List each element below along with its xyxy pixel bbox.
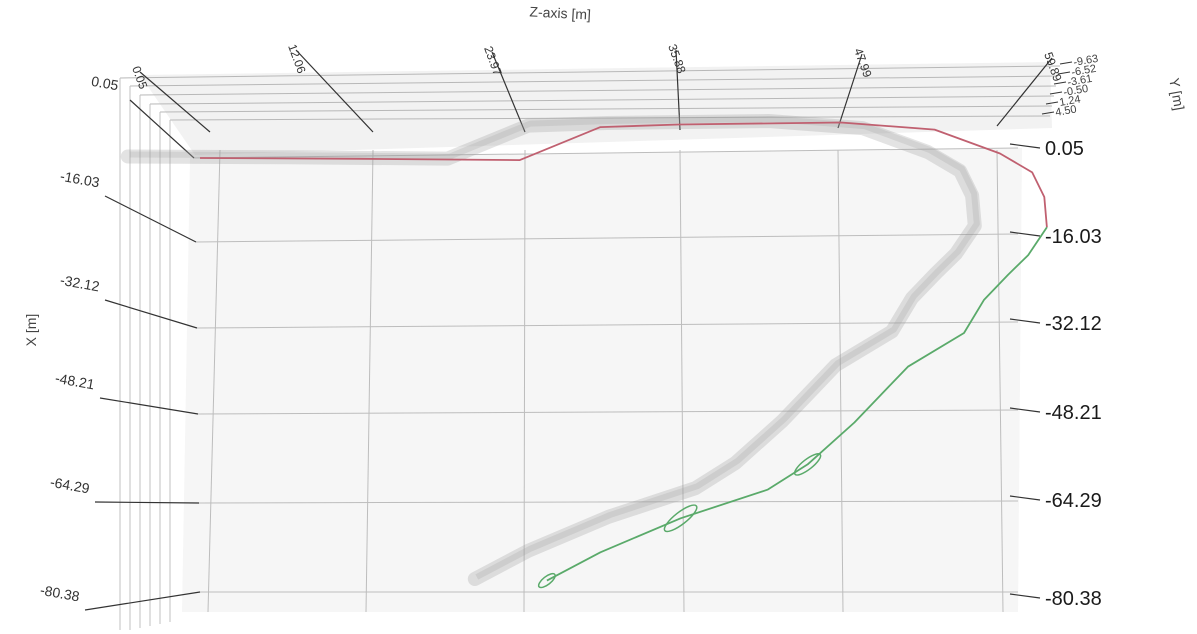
- z-tick-line: [837, 53, 863, 129]
- z-tick-line: [996, 57, 1053, 127]
- x-tick-label-left: 0.05: [90, 73, 120, 94]
- x-tick-line-right: [1009, 593, 1041, 599]
- x-tick-line-left: [129, 99, 195, 159]
- y-tick-label: -6.52: [1070, 63, 1097, 79]
- y-tick-line: [1041, 111, 1055, 115]
- x-tick-label-left: -80.38: [39, 582, 81, 605]
- uncertainty-ellipse: [793, 453, 822, 476]
- y-tick-line: [1049, 91, 1063, 95]
- x-tick-label-left: -32.12: [59, 272, 101, 295]
- y-tick-label: -9.63: [1072, 53, 1099, 69]
- z-tick-line: [139, 71, 211, 133]
- x-tick-line-right: [1009, 231, 1041, 237]
- depth-gridline: [149, 95, 1055, 105]
- x-tick-line-right: [1009, 318, 1041, 324]
- z-gridline: [207, 149, 221, 613]
- depth-gridline: [119, 65, 1061, 79]
- x-tick-label-right: 0.05: [1045, 138, 1084, 160]
- x-tick-label-left: -16.03: [59, 168, 101, 191]
- x-gridline: [195, 233, 1019, 243]
- z-tick-line: [295, 49, 374, 133]
- x-gridline: [193, 147, 1019, 159]
- x-tick-line-left: [104, 299, 198, 329]
- depth-gridline: [129, 75, 1059, 87]
- z-gridline: [523, 149, 526, 613]
- x-gridline: [196, 321, 1019, 329]
- z-gridline: [996, 149, 1004, 613]
- y-tick-label: -3.61: [1066, 73, 1093, 89]
- x-tick-line-left: [94, 501, 200, 504]
- x-tick-line-left: [84, 591, 201, 611]
- depth-gridline: [159, 105, 1053, 113]
- y-tick-label: -0.50: [1062, 83, 1089, 99]
- depth-gridline: [169, 115, 1051, 121]
- uncertainty-ellipse: [537, 572, 556, 589]
- shadow-layer: [120, 114, 982, 586]
- z-gridline: [679, 149, 685, 613]
- depth-gridline: [139, 85, 1057, 96]
- y-tick-line: [1059, 61, 1073, 65]
- z-gridline: [837, 149, 844, 613]
- y-tick-line: [1045, 101, 1059, 105]
- x-gridline: [197, 409, 1019, 415]
- x-axis-title: X [m]: [23, 314, 39, 347]
- trajectory-shadow-core: [129, 116, 980, 580]
- y-tick-line: [1053, 81, 1067, 85]
- y-tick-label: 1.24: [1058, 93, 1081, 109]
- x-tick-label-right: -64.29: [1045, 490, 1102, 512]
- x-tick-label-left: -48.21: [54, 370, 96, 393]
- trajectory-series-line: [546, 226, 1048, 582]
- grid-layer: [84, 49, 1073, 630]
- trajectory-shadow: [120, 114, 982, 586]
- z-gridline: [365, 149, 374, 613]
- y-tick-line: [1057, 71, 1071, 75]
- x-gridline: [198, 500, 1019, 504]
- trajectory-series-line: [199, 121, 1048, 228]
- x-tick-label-left: -64.29: [49, 474, 91, 497]
- x-tick-label-right: -32.12: [1045, 313, 1102, 335]
- z-tick-line: [491, 51, 526, 133]
- x-tick-label-right: -16.03: [1045, 226, 1102, 248]
- x-tick-line-right: [1009, 143, 1041, 149]
- uncertainty-ellipse: [663, 504, 698, 533]
- x-tick-line-right: [1009, 495, 1041, 501]
- x-tick-label-right: -48.21: [1045, 402, 1102, 424]
- front-panel: [182, 148, 1022, 612]
- y-tick-label: 4.50: [1054, 103, 1077, 119]
- x-tick-line-left: [99, 397, 199, 415]
- x-tick-line-right: [1009, 407, 1041, 413]
- x-tick-line-left: [104, 195, 197, 243]
- trajectory-layer: [199, 121, 1048, 589]
- z-tick-line: [675, 49, 681, 131]
- x-tick-label-right: -80.38: [1045, 588, 1102, 610]
- back-panel: [140, 62, 1052, 155]
- y-axis-title: Y [m]: [1166, 77, 1187, 112]
- z-axis-title: Z-axis [m]: [529, 3, 591, 22]
